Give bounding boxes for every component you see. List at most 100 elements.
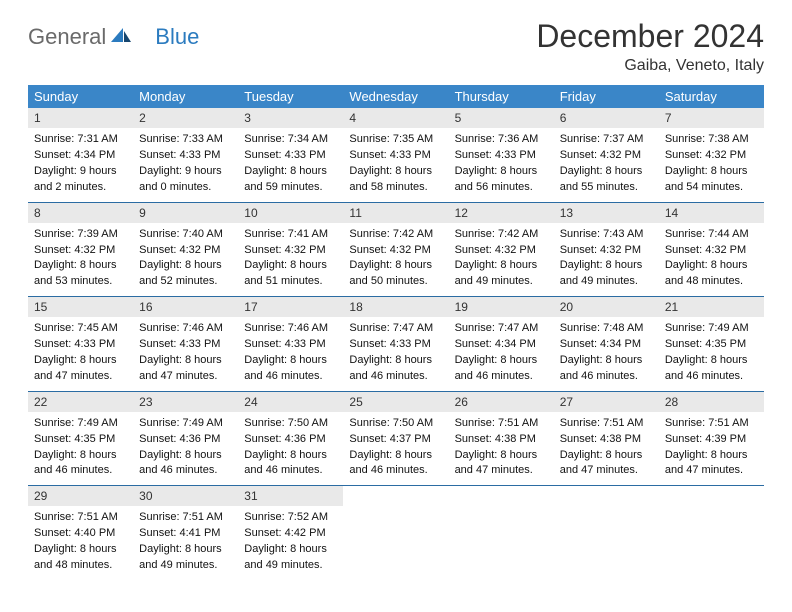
- day-line-d1: Daylight: 8 hours: [349, 164, 442, 179]
- day-line-ss: Sunset: 4:35 PM: [34, 432, 127, 447]
- day-details: Sunrise: 7:38 AMSunset: 4:32 PMDaylight:…: [659, 128, 764, 201]
- calendar-day: 22Sunrise: 7:49 AMSunset: 4:35 PMDayligh…: [28, 391, 133, 486]
- day-line-d1: Daylight: 8 hours: [349, 258, 442, 273]
- day-number: 23: [133, 392, 238, 412]
- day-line-sr: Sunrise: 7:49 AM: [139, 416, 232, 431]
- day-line-sr: Sunrise: 7:34 AM: [244, 132, 337, 147]
- title-block: December 2024 Gaiba, Veneto, Italy: [536, 18, 764, 75]
- day-details: Sunrise: 7:49 AMSunset: 4:35 PMDaylight:…: [659, 317, 764, 390]
- day-header: Tuesday: [238, 85, 343, 108]
- day-details: Sunrise: 7:49 AMSunset: 4:35 PMDaylight:…: [28, 412, 133, 485]
- day-line-ss: Sunset: 4:33 PM: [349, 148, 442, 163]
- day-details: Sunrise: 7:42 AMSunset: 4:32 PMDaylight:…: [449, 223, 554, 296]
- day-line-ss: Sunset: 4:32 PM: [560, 243, 653, 258]
- day-line-sr: Sunrise: 7:52 AM: [244, 510, 337, 525]
- day-line-d2: and 47 minutes.: [560, 463, 653, 478]
- calendar-day: 20Sunrise: 7:48 AMSunset: 4:34 PMDayligh…: [554, 297, 659, 392]
- day-line-d1: Daylight: 9 hours: [34, 164, 127, 179]
- day-line-sr: Sunrise: 7:36 AM: [455, 132, 548, 147]
- calendar-day-empty: [554, 486, 659, 580]
- day-details: Sunrise: 7:37 AMSunset: 4:32 PMDaylight:…: [554, 128, 659, 201]
- day-line-d1: Daylight: 8 hours: [665, 353, 758, 368]
- day-details: Sunrise: 7:41 AMSunset: 4:32 PMDaylight:…: [238, 223, 343, 296]
- day-details: Sunrise: 7:51 AMSunset: 4:39 PMDaylight:…: [659, 412, 764, 485]
- calendar-day: 18Sunrise: 7:47 AMSunset: 4:33 PMDayligh…: [343, 297, 448, 392]
- day-line-d1: Daylight: 8 hours: [244, 164, 337, 179]
- day-number: 6: [554, 108, 659, 128]
- day-line-d2: and 58 minutes.: [349, 180, 442, 195]
- day-number: 27: [554, 392, 659, 412]
- calendar-day: 29Sunrise: 7:51 AMSunset: 4:40 PMDayligh…: [28, 486, 133, 580]
- day-details: Sunrise: 7:51 AMSunset: 4:40 PMDaylight:…: [28, 506, 133, 579]
- location-label: Gaiba, Veneto, Italy: [536, 57, 764, 75]
- calendar-day: 17Sunrise: 7:46 AMSunset: 4:33 PMDayligh…: [238, 297, 343, 392]
- day-line-d2: and 49 minutes.: [244, 558, 337, 573]
- day-line-ss: Sunset: 4:37 PM: [349, 432, 442, 447]
- day-header: Saturday: [659, 85, 764, 108]
- day-line-ss: Sunset: 4:35 PM: [665, 337, 758, 352]
- day-number: 11: [343, 203, 448, 223]
- day-line-ss: Sunset: 4:33 PM: [244, 148, 337, 163]
- calendar-day: 24Sunrise: 7:50 AMSunset: 4:36 PMDayligh…: [238, 391, 343, 486]
- day-line-sr: Sunrise: 7:31 AM: [34, 132, 127, 147]
- day-number: 5: [449, 108, 554, 128]
- day-line-ss: Sunset: 4:33 PM: [244, 337, 337, 352]
- day-line-d2: and 0 minutes.: [139, 180, 232, 195]
- day-line-ss: Sunset: 4:34 PM: [34, 148, 127, 163]
- calendar-day: 3 Sunrise: 7:34 AMSunset: 4:33 PMDaylight…: [238, 108, 343, 202]
- day-line-sr: Sunrise: 7:51 AM: [455, 416, 548, 431]
- calendar-day: 6Sunrise: 7:37 AMSunset: 4:32 PMDaylight…: [554, 108, 659, 202]
- day-number: 31: [238, 486, 343, 506]
- day-header-row: SundayMondayTuesdayWednesdayThursdayFrid…: [28, 85, 764, 108]
- day-line-d2: and 48 minutes.: [34, 558, 127, 573]
- calendar-day: 15Sunrise: 7:45 AMSunset: 4:33 PMDayligh…: [28, 297, 133, 392]
- day-line-sr: Sunrise: 7:37 AM: [560, 132, 653, 147]
- day-line-sr: Sunrise: 7:49 AM: [34, 416, 127, 431]
- calendar-day: 10Sunrise: 7:41 AMSunset: 4:32 PMDayligh…: [238, 202, 343, 297]
- calendar-week: 15Sunrise: 7:45 AMSunset: 4:33 PMDayligh…: [28, 297, 764, 392]
- month-title: December 2024: [536, 18, 764, 55]
- day-line-d2: and 46 minutes.: [139, 463, 232, 478]
- day-line-d2: and 51 minutes.: [244, 274, 337, 289]
- page-header: General Blue December 2024 Gaiba, Veneto…: [28, 18, 764, 75]
- day-line-ss: Sunset: 4:32 PM: [455, 243, 548, 258]
- day-line-d1: Daylight: 8 hours: [560, 448, 653, 463]
- day-line-d1: Daylight: 9 hours: [139, 164, 232, 179]
- day-details: Sunrise: 7:46 AMSunset: 4:33 PMDaylight:…: [238, 317, 343, 390]
- calendar-day: 31Sunrise: 7:52 AMSunset: 4:42 PMDayligh…: [238, 486, 343, 580]
- day-line-d1: Daylight: 8 hours: [665, 448, 758, 463]
- day-line-ss: Sunset: 4:32 PM: [560, 148, 653, 163]
- day-line-sr: Sunrise: 7:38 AM: [665, 132, 758, 147]
- day-details: Sunrise: 7:40 AMSunset: 4:32 PMDaylight:…: [133, 223, 238, 296]
- day-line-ss: Sunset: 4:33 PM: [139, 337, 232, 352]
- day-details: Sunrise: 7:52 AMSunset: 4:42 PMDaylight:…: [238, 506, 343, 579]
- day-line-d2: and 46 minutes.: [34, 463, 127, 478]
- calendar-day: 16Sunrise: 7:46 AMSunset: 4:33 PMDayligh…: [133, 297, 238, 392]
- day-header: Wednesday: [343, 85, 448, 108]
- day-details: Sunrise: 7:50 AMSunset: 4:37 PMDaylight:…: [343, 412, 448, 485]
- day-line-d1: Daylight: 8 hours: [244, 353, 337, 368]
- day-line-ss: Sunset: 4:33 PM: [34, 337, 127, 352]
- day-line-d2: and 54 minutes.: [665, 180, 758, 195]
- day-number: 20: [554, 297, 659, 317]
- day-number: 3: [238, 108, 343, 128]
- calendar-week: 8Sunrise: 7:39 AMSunset: 4:32 PMDaylight…: [28, 202, 764, 297]
- day-line-sr: Sunrise: 7:39 AM: [34, 227, 127, 242]
- day-line-sr: Sunrise: 7:51 AM: [34, 510, 127, 525]
- day-line-sr: Sunrise: 7:51 AM: [139, 510, 232, 525]
- day-number: 13: [554, 203, 659, 223]
- day-line-ss: Sunset: 4:36 PM: [139, 432, 232, 447]
- day-number: 7: [659, 108, 764, 128]
- day-line-sr: Sunrise: 7:35 AM: [349, 132, 442, 147]
- day-line-d1: Daylight: 8 hours: [665, 164, 758, 179]
- day-line-d1: Daylight: 8 hours: [349, 448, 442, 463]
- day-line-d1: Daylight: 8 hours: [455, 448, 548, 463]
- day-details: Sunrise: 7:43 AMSunset: 4:32 PMDaylight:…: [554, 223, 659, 296]
- day-number: 30: [133, 486, 238, 506]
- day-header: Monday: [133, 85, 238, 108]
- day-line-ss: Sunset: 4:33 PM: [139, 148, 232, 163]
- calendar-day-empty: [659, 486, 764, 580]
- day-line-d1: Daylight: 8 hours: [455, 353, 548, 368]
- day-number: 18: [343, 297, 448, 317]
- calendar-day: 30Sunrise: 7:51 AMSunset: 4:41 PMDayligh…: [133, 486, 238, 580]
